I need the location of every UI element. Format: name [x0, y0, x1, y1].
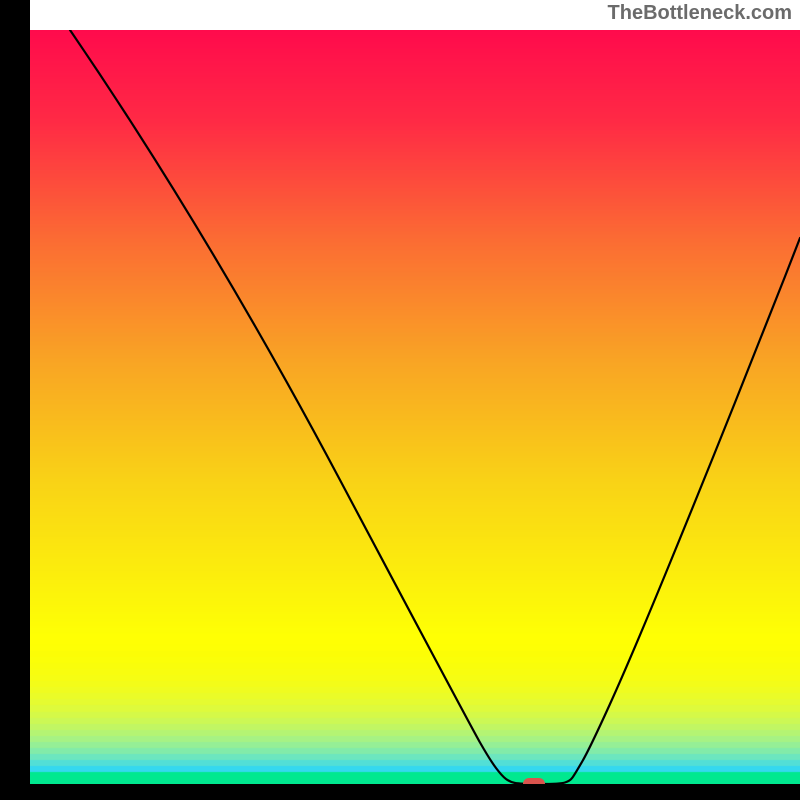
plot-area: [30, 30, 800, 784]
border-bottom: [0, 784, 800, 800]
chart-container: TheBottleneck.com: [0, 0, 800, 800]
watermark-text: TheBottleneck.com: [608, 2, 792, 25]
border-left: [0, 0, 30, 800]
background-gradient: [30, 30, 800, 784]
